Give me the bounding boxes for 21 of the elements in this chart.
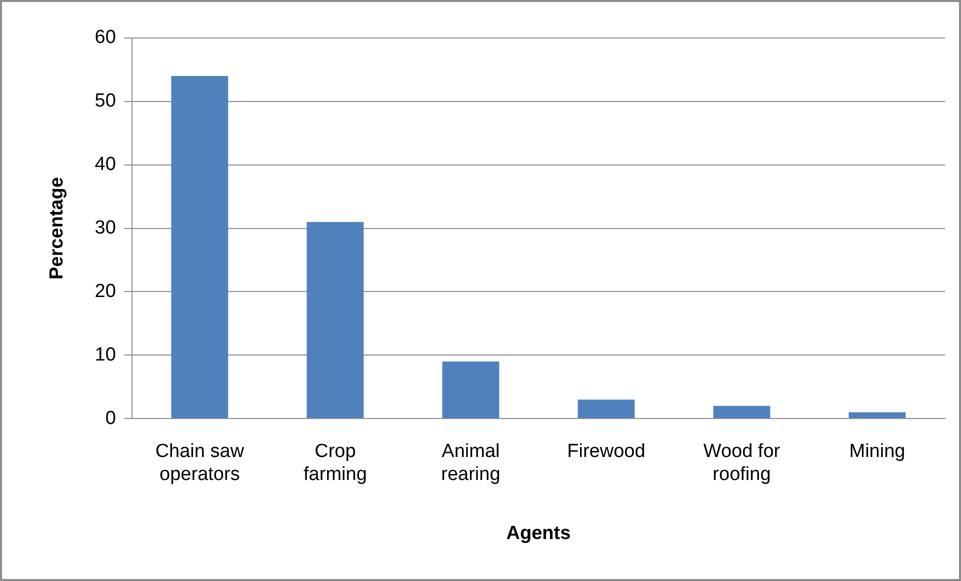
x-tick-label: Mining [849, 441, 906, 462]
x-tick-label: Animal rearing [441, 441, 500, 486]
x-tick-label: Chain saw operators [155, 441, 244, 486]
x-tick-label: Wood for roofing [703, 441, 781, 486]
y-tick-label: 30 [94, 218, 116, 239]
y-tick-label: 60 [94, 27, 116, 48]
y-tick-label: 40 [94, 154, 116, 176]
bar [442, 362, 500, 418]
x-tick-label: Firewood [567, 441, 646, 462]
y-tick-label: 10 [94, 344, 116, 366]
x-axis-title: Agents [506, 522, 571, 544]
bar [171, 76, 228, 418]
y-axis-title: Percentage [46, 177, 68, 280]
y-tick-label: 20 [94, 280, 116, 302]
bar [713, 406, 770, 418]
y-tick-label: 0 [105, 408, 116, 429]
y-tick-label: 50 [94, 90, 116, 112]
bar [578, 400, 635, 418]
bar [306, 222, 364, 418]
x-tick-label: Crop farming [304, 441, 367, 486]
bar [848, 412, 906, 418]
